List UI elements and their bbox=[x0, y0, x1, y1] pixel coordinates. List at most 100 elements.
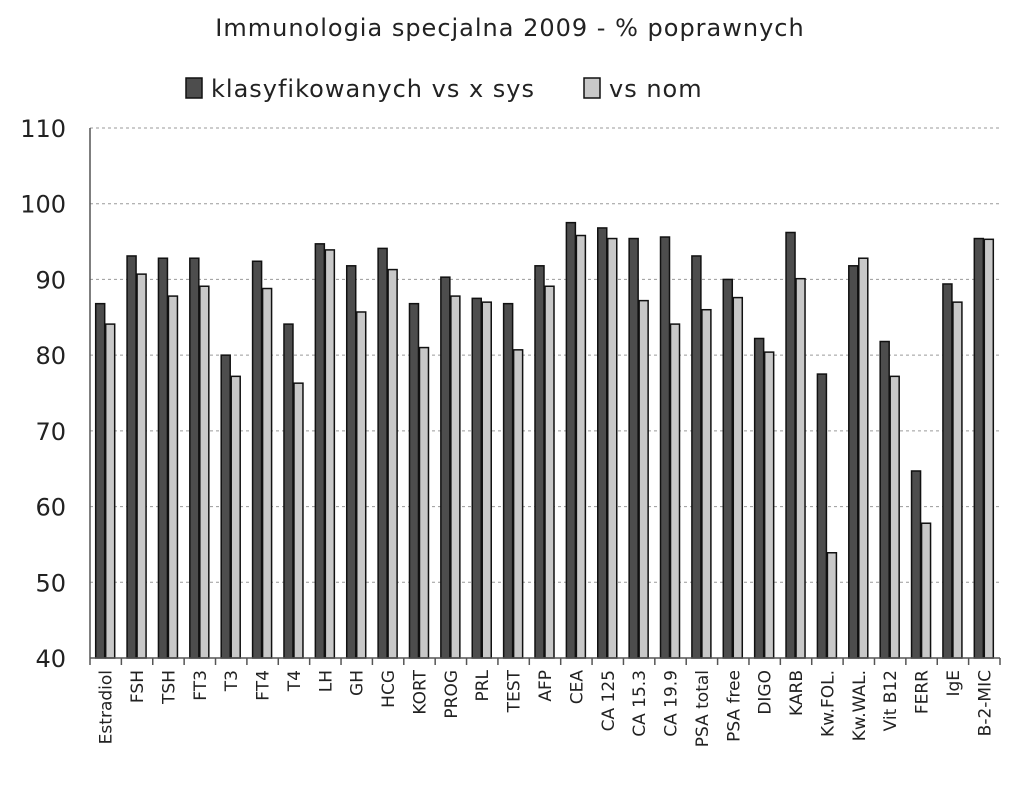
bar-series-2-28 bbox=[983, 238, 995, 659]
bar-series-1-8 bbox=[345, 265, 357, 659]
bar-series-1-19 bbox=[691, 255, 702, 659]
x-tick-label: FT3 bbox=[191, 670, 211, 701]
bar-series-1-0 bbox=[94, 302, 106, 659]
bar-series-2-26 bbox=[920, 522, 932, 659]
x-tick-label: LH bbox=[316, 670, 336, 692]
bar-series-2-3 bbox=[199, 285, 210, 659]
y-tick-label: 90 bbox=[35, 266, 66, 294]
bar-series-1-3 bbox=[189, 257, 200, 659]
bars bbox=[94, 221, 995, 659]
x-tick-label: CA 125 bbox=[599, 670, 619, 731]
bar-series-2-6 bbox=[293, 382, 304, 659]
bar-series-2-1 bbox=[136, 273, 147, 659]
x-tick-label: FSH bbox=[128, 670, 148, 703]
legend-swatch-series-2 bbox=[583, 77, 601, 99]
bar-series-1-14 bbox=[534, 265, 545, 659]
bar-series-2-21 bbox=[763, 351, 775, 659]
bar-series-2-4 bbox=[230, 375, 241, 659]
bar-series-2-10 bbox=[418, 346, 430, 659]
bar-series-1-5 bbox=[251, 260, 263, 659]
bar-series-2-11 bbox=[450, 295, 461, 659]
bar-series-1-25 bbox=[879, 340, 890, 659]
bar-series-1-16 bbox=[597, 227, 608, 659]
bar-series-2-27 bbox=[952, 301, 963, 659]
y-tick-label: 110 bbox=[20, 115, 66, 143]
bar-series-2-13 bbox=[512, 349, 524, 659]
bar-series-1-1 bbox=[126, 255, 137, 659]
bar-series-1-2 bbox=[157, 257, 169, 659]
bar-series-2-20 bbox=[732, 296, 744, 659]
bar-series-1-27 bbox=[942, 283, 953, 659]
y-tick-label: 100 bbox=[20, 191, 66, 219]
bar-series-1-21 bbox=[753, 337, 765, 659]
legend-item-series-1: klasyfikowanych vs x sys bbox=[185, 75, 535, 103]
x-tick-label: T3 bbox=[222, 670, 242, 692]
x-tick-label: AFP bbox=[536, 670, 556, 702]
bar-series-2-17 bbox=[638, 299, 649, 659]
bar-series-1-28 bbox=[973, 237, 985, 659]
bar-series-2-2 bbox=[167, 295, 179, 659]
x-tick-label: PRL bbox=[473, 669, 493, 701]
bar-series-2-12 bbox=[481, 301, 492, 659]
bar-series-2-24 bbox=[858, 257, 869, 659]
x-tick-label: DIGO bbox=[756, 670, 776, 715]
x-tick-label: T4 bbox=[285, 670, 305, 692]
y-tick-label: 70 bbox=[35, 418, 66, 446]
bar-series-2-22 bbox=[795, 277, 806, 659]
x-tick-label: KORT bbox=[410, 669, 430, 714]
legend-item-series-2: vs nom bbox=[583, 75, 703, 103]
bar-series-1-22 bbox=[785, 231, 796, 659]
x-tick-label: FT4 bbox=[254, 670, 274, 701]
x-tick-label: KARB bbox=[787, 670, 807, 716]
x-tick-label: HCG bbox=[379, 670, 399, 708]
bar-series-2-25 bbox=[889, 375, 900, 659]
bar-series-2-8 bbox=[355, 311, 367, 659]
x-tick-label: CEA bbox=[567, 670, 587, 705]
bar-series-1-26 bbox=[910, 470, 922, 659]
bar-series-2-7 bbox=[324, 249, 336, 659]
x-tick-label: PSA free bbox=[724, 670, 744, 742]
chart-title: Immunologia specjalna 2009 - % poprawnyc… bbox=[215, 14, 804, 42]
legend: klasyfikowanych vs x sys vs nom bbox=[185, 75, 703, 103]
x-tick-label: TSH bbox=[159, 670, 179, 705]
x-tick-label: CA 19.9 bbox=[662, 670, 682, 737]
bar-series-1-13 bbox=[502, 302, 514, 659]
x-tick-label: PSA total bbox=[693, 670, 713, 747]
axes bbox=[89, 128, 1001, 665]
bar-series-1-12 bbox=[471, 297, 482, 659]
x-tick-label: Estradiol bbox=[97, 670, 117, 744]
bar-series-1-23 bbox=[816, 373, 828, 659]
y-axis-ticks: 40 50 60 70 80 90 100 110 bbox=[20, 115, 66, 673]
bar-series-1-17 bbox=[628, 237, 639, 659]
x-tick-label: PROG bbox=[442, 670, 462, 719]
legend-label-series-2: vs nom bbox=[609, 75, 703, 103]
y-tick-label: 50 bbox=[35, 569, 66, 597]
x-axis-ticks: Estradiol FSH TSH FT3 T3 FT4 T4 LH GH HCG KORT PROG… bbox=[97, 669, 996, 747]
x-tick-label: Vit B12 bbox=[881, 670, 901, 731]
legend-label-series-1: klasyfikowanych vs x sys bbox=[211, 75, 535, 103]
bar-series-1-9 bbox=[377, 247, 388, 659]
bar-series-2-23 bbox=[826, 552, 838, 659]
bar-series-1-18 bbox=[659, 236, 671, 659]
bar-series-1-6 bbox=[283, 323, 294, 659]
bar-series-1-15 bbox=[565, 221, 577, 659]
x-tick-label: IgE bbox=[944, 670, 964, 697]
bar-series-2-15 bbox=[575, 234, 587, 659]
bar-series-1-24 bbox=[848, 265, 859, 659]
y-tick-label: 60 bbox=[35, 494, 66, 522]
bar-series-1-11 bbox=[440, 276, 451, 659]
bar-series-2-18 bbox=[669, 323, 681, 659]
bar-series-1-20 bbox=[722, 278, 734, 659]
bar-series-2-5 bbox=[261, 287, 273, 659]
bar-series-2-9 bbox=[387, 268, 398, 659]
x-tick-label: Kw.WAL. bbox=[850, 670, 870, 741]
x-tick-label: FERR bbox=[913, 670, 933, 714]
bar-series-1-10 bbox=[408, 302, 420, 659]
bar-series-2-14 bbox=[544, 285, 555, 659]
x-tick-label: TEST bbox=[505, 669, 525, 713]
x-tick-label: GH bbox=[348, 670, 368, 696]
y-tick-label: 80 bbox=[35, 342, 66, 370]
y-tick-label: 40 bbox=[35, 645, 66, 673]
